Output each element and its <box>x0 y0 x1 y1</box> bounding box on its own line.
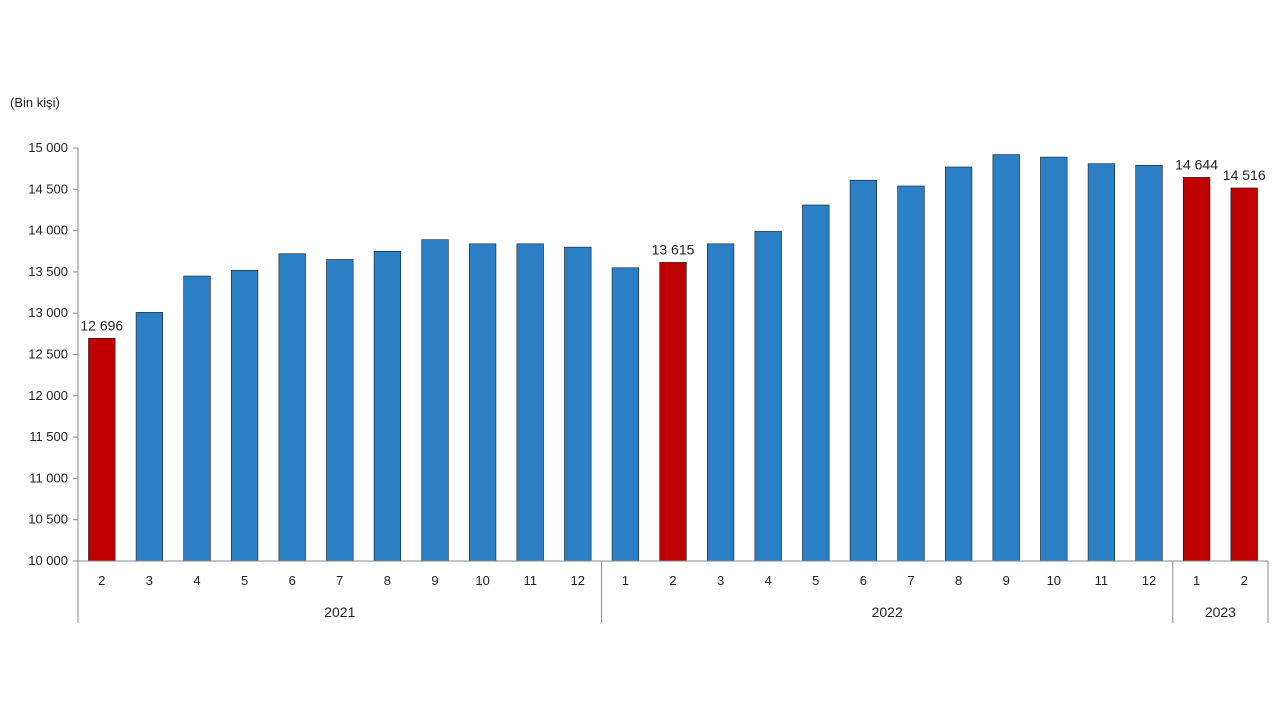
bar <box>611 267 640 562</box>
bar-data-label: 12 696 <box>80 317 123 333</box>
y-tick-label: 12 500 <box>28 347 68 362</box>
bar <box>849 179 878 562</box>
bar <box>897 185 925 562</box>
y-tick-label: 10 000 <box>28 553 68 568</box>
y-axis: 10 000 10 500 11 000 11 500 12 000 12 500 13 0… <box>28 140 79 568</box>
x-tick-label: 2 <box>1241 573 1248 588</box>
bar <box>1087 163 1116 562</box>
year-group-label: 2023 <box>1205 604 1236 620</box>
x-tick-label: 6 <box>289 573 296 588</box>
x-tick-label: 1 <box>1193 573 1200 588</box>
bar <box>802 204 830 562</box>
x-tick-label: 10 <box>475 573 489 588</box>
y-axis-unit-label: (Bin kişi) <box>10 95 60 110</box>
x-tick-label: 5 <box>812 573 819 588</box>
bar <box>564 246 592 562</box>
y-tick-label: 13 500 <box>28 264 68 279</box>
x-tick-label: 8 <box>955 573 962 588</box>
x-tick-label: 11 <box>1095 573 1109 588</box>
x-tick-label: 12 <box>1142 573 1156 588</box>
bar-highlighted <box>88 338 116 562</box>
x-tick-label: 7 <box>907 573 914 588</box>
x-tick-label: 12 <box>571 573 585 588</box>
x-tick-label: 8 <box>384 573 391 588</box>
bar <box>516 243 544 562</box>
bar <box>135 312 164 562</box>
bar-data-label: 14 644 <box>1175 156 1218 172</box>
bar-highlighted <box>1182 177 1211 562</box>
x-tick-label: 3 <box>146 573 153 588</box>
y-tick-label: 11 000 <box>29 470 68 485</box>
y-tick-label: 13 000 <box>28 305 68 320</box>
bar <box>468 243 497 562</box>
x-tick-label: 4 <box>193 573 200 588</box>
y-tick-label: 15 000 <box>28 140 68 155</box>
x-tick-label: 5 <box>241 573 248 588</box>
x-tick-label: 11 <box>523 573 537 588</box>
bar-highlighted <box>1230 187 1258 562</box>
x-tick-label: 4 <box>765 573 772 588</box>
x-tick-label: 7 <box>336 573 343 588</box>
bar <box>1040 156 1068 562</box>
x-tick-label: 1 <box>622 573 629 588</box>
x-tick-label: 2 <box>669 573 676 588</box>
x-tick-label: 3 <box>717 573 724 588</box>
x-tick-label: 2 <box>98 573 105 588</box>
x-tick-label: 9 <box>1003 573 1010 588</box>
bar <box>706 243 735 562</box>
bar <box>1135 165 1163 562</box>
y-tick-label: 10 500 <box>28 512 68 527</box>
bar <box>278 253 306 562</box>
x-tick-label: 10 <box>1047 573 1061 588</box>
bar <box>373 250 402 562</box>
bar-data-label: 14 516 <box>1223 167 1266 183</box>
x-tick-label: 6 <box>860 573 867 588</box>
y-tick-label: 11 500 <box>29 429 68 444</box>
bar <box>754 231 782 562</box>
year-group-label: 2022 <box>872 604 903 620</box>
y-tick-label: 14 500 <box>28 181 68 196</box>
bar <box>944 166 973 562</box>
bar <box>183 275 211 562</box>
bars: 12 696 13 615 14 644 14 516 <box>80 154 1266 562</box>
bar <box>326 259 354 562</box>
bar-highlighted <box>659 262 687 562</box>
bar <box>421 239 449 562</box>
bar-data-label: 13 615 <box>652 241 695 257</box>
y-tick-label: 14 000 <box>28 223 68 238</box>
year-group-label: 2021 <box>324 604 355 620</box>
bar <box>992 154 1020 562</box>
x-tick-label: 9 <box>431 573 438 588</box>
bar <box>230 269 259 562</box>
y-tick-label: 12 000 <box>28 388 68 403</box>
